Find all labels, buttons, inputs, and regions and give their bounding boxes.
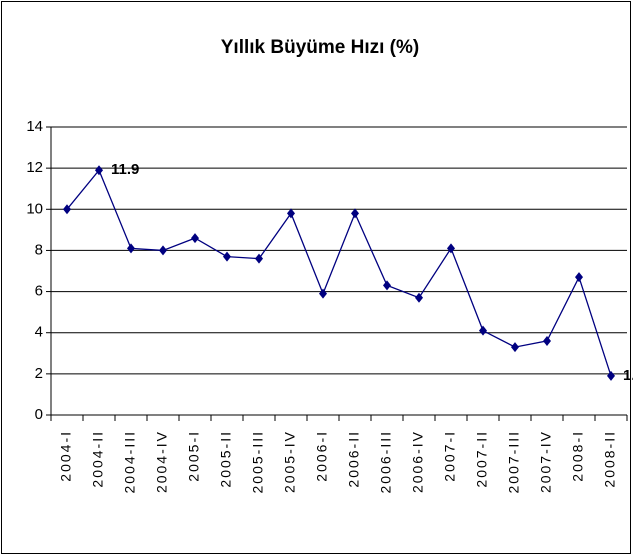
x-tick-label: 2007-III [506,430,522,493]
data-point [415,292,423,303]
x-tick-label: 2006-III [378,430,394,493]
data-point [447,243,455,254]
data-point [191,233,199,244]
data-point [255,253,263,264]
data-point [351,208,359,219]
y-tick-label: 8 [35,241,43,258]
data-point [319,288,327,299]
x-tick-label: 2007-IV [538,430,554,493]
data-point [63,204,71,215]
x-tick-label: 2006-II [346,430,362,488]
x-tick-label: 2004-I [58,430,74,482]
x-tick-label: 2006-I [314,430,330,482]
x-tick-label: 2005-II [218,430,234,488]
data-point [223,251,231,262]
y-tick-label: 10 [26,200,43,217]
y-tick-label: 0 [35,406,43,423]
x-tick-label: 2008-II [602,430,618,488]
data-label: 1.9 [623,367,633,384]
x-tick-label: 2004-III [122,430,138,493]
y-tick-label: 14 [26,118,43,135]
data-line [66,168,612,377]
y-tick-label: 6 [35,283,43,300]
x-tick-label: 2005-IV [282,430,298,493]
data-point [575,272,583,283]
y-tick-label: 2 [35,365,43,382]
data-point [287,208,295,219]
x-tick-label: 2004-II [90,430,106,488]
x-tick-label: 2007-I [442,430,458,482]
x-tick-label: 2007-II [474,430,490,488]
x-tick-label: 2008-I [570,430,586,482]
data-point [95,165,103,176]
data-point [383,280,391,291]
data-point [159,245,167,256]
x-tick-label: 2005-I [186,430,202,482]
data-point [127,243,135,254]
chart-title: Yıllık Büyüme Hızı (%) [221,37,419,58]
x-tick-label: 2004-IV [154,430,170,493]
data-point [607,370,615,381]
data-point [479,325,487,336]
data-point [543,335,551,346]
y-tick-label: 4 [35,324,43,341]
data-label: 11.9 [111,161,139,178]
y-tick-label: 12 [26,159,43,176]
x-tick-label: 2005-III [250,430,266,493]
data-point [511,342,519,353]
x-tick-label: 2006-IV [410,430,426,493]
